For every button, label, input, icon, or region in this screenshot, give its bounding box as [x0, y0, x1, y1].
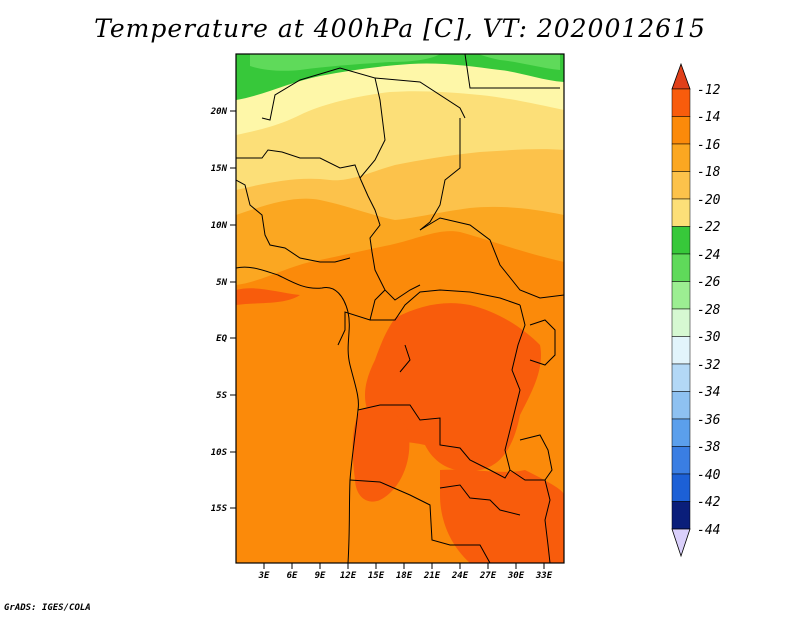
colorbar-label-9: -30: [697, 330, 721, 345]
colorbar-swatch-12: [671, 418, 691, 447]
grads-credit: GrADS: IGES/COLA: [4, 603, 91, 613]
colorbar-swatch-8: [671, 308, 691, 337]
map-title: Temperature at 400hPa [C], VT: 202001261…: [94, 14, 706, 43]
colorbar-swatch-7: [671, 281, 691, 310]
colorbar-label-2: -16: [697, 138, 721, 153]
temperature-field: [236, 54, 564, 563]
band-minus26: [250, 54, 440, 71]
colorbar-swatch-11: [671, 391, 691, 420]
colorbar: -12 -14 -16 -18 -20 -22 -24 -26 -28 -30 …: [671, 62, 721, 558]
country-borders: [236, 54, 564, 563]
lat-label-10s: 10S: [211, 448, 228, 458]
lon-label-33e: 33E: [535, 571, 553, 581]
colorbar-swatch-9: [671, 336, 691, 365]
colorbar-swatch-5: [671, 226, 691, 255]
colorbar-label-8: -28: [697, 303, 721, 318]
lon-label-6e: 6E: [287, 571, 298, 581]
colorbar-label-14: -40: [697, 468, 721, 483]
lon-label-15e: 15E: [368, 571, 385, 581]
band-minus12-southeast: [440, 469, 564, 563]
lat-axis: 20N 15N 10N 5N EQ 5S 10S 15S: [210, 107, 236, 514]
colorbar-top-arrow: [671, 62, 691, 90]
colorbar-swatch-6: [671, 253, 691, 282]
lon-label-21e: 21E: [423, 571, 441, 581]
colorbar-label-10: -32: [697, 358, 721, 373]
lon-label-9e: 9E: [315, 571, 326, 581]
colorbar-swatch-0: [671, 88, 691, 117]
colorbar-label-16: -44: [697, 523, 720, 538]
colorbar-swatch-15: [671, 501, 691, 530]
lat-label-eq: EQ: [216, 334, 227, 344]
lat-label-5s: 5S: [216, 391, 227, 401]
colorbar-swatch-3: [671, 171, 691, 200]
colorbar-label-4: -20: [697, 193, 721, 208]
lon-label-12e: 12E: [340, 571, 357, 581]
colorbar-swatch-13: [671, 446, 691, 475]
colorbar-label-3: -18: [697, 165, 721, 180]
colorbar-label-7: -26: [697, 275, 721, 290]
colorbar-swatch-4: [671, 198, 691, 227]
band-minus12-south: [352, 406, 410, 502]
lon-label-3e: 3E: [258, 571, 270, 581]
colorbar-label-12: -36: [697, 413, 721, 428]
colorbar-bottom-arrow: [671, 528, 691, 558]
lon-label-18e: 18E: [396, 571, 413, 581]
colorbar-label-5: -22: [697, 220, 721, 235]
colorbar-label-6: -24: [697, 248, 720, 263]
colorbar-swatch-2: [671, 143, 691, 172]
lat-label-10n: 10N: [211, 221, 228, 231]
band-minus12-west: [236, 288, 300, 305]
lat-label-15n: 15N: [211, 164, 228, 174]
lon-label-27e: 27E: [479, 571, 497, 581]
lon-label-30e: 30E: [507, 571, 525, 581]
lat-label-20n: 20N: [210, 107, 228, 117]
lat-label-5n: 5N: [216, 278, 227, 288]
colorbar-swatch-10: [671, 363, 691, 392]
colorbar-label-11: -34: [697, 385, 720, 400]
colorbar-swatch-1: [671, 116, 691, 145]
colorbar-label-13: -38: [697, 440, 721, 455]
colorbar-label-15: -42: [697, 495, 721, 510]
lon-axis: 3E 6E 9E 12E 15E 18E 21E 24E 27E 30E 33E: [258, 563, 553, 581]
colorbar-label-0: -12: [697, 83, 721, 98]
band-minus12-core: [364, 303, 541, 472]
colorbar-label-1: -14: [697, 110, 720, 125]
lat-label-15s: 15S: [211, 504, 228, 514]
band-minus26-east: [478, 54, 560, 70]
lon-label-24e: 24E: [451, 571, 469, 581]
colorbar-swatch-14: [671, 473, 691, 502]
map-frame: [235, 53, 565, 564]
